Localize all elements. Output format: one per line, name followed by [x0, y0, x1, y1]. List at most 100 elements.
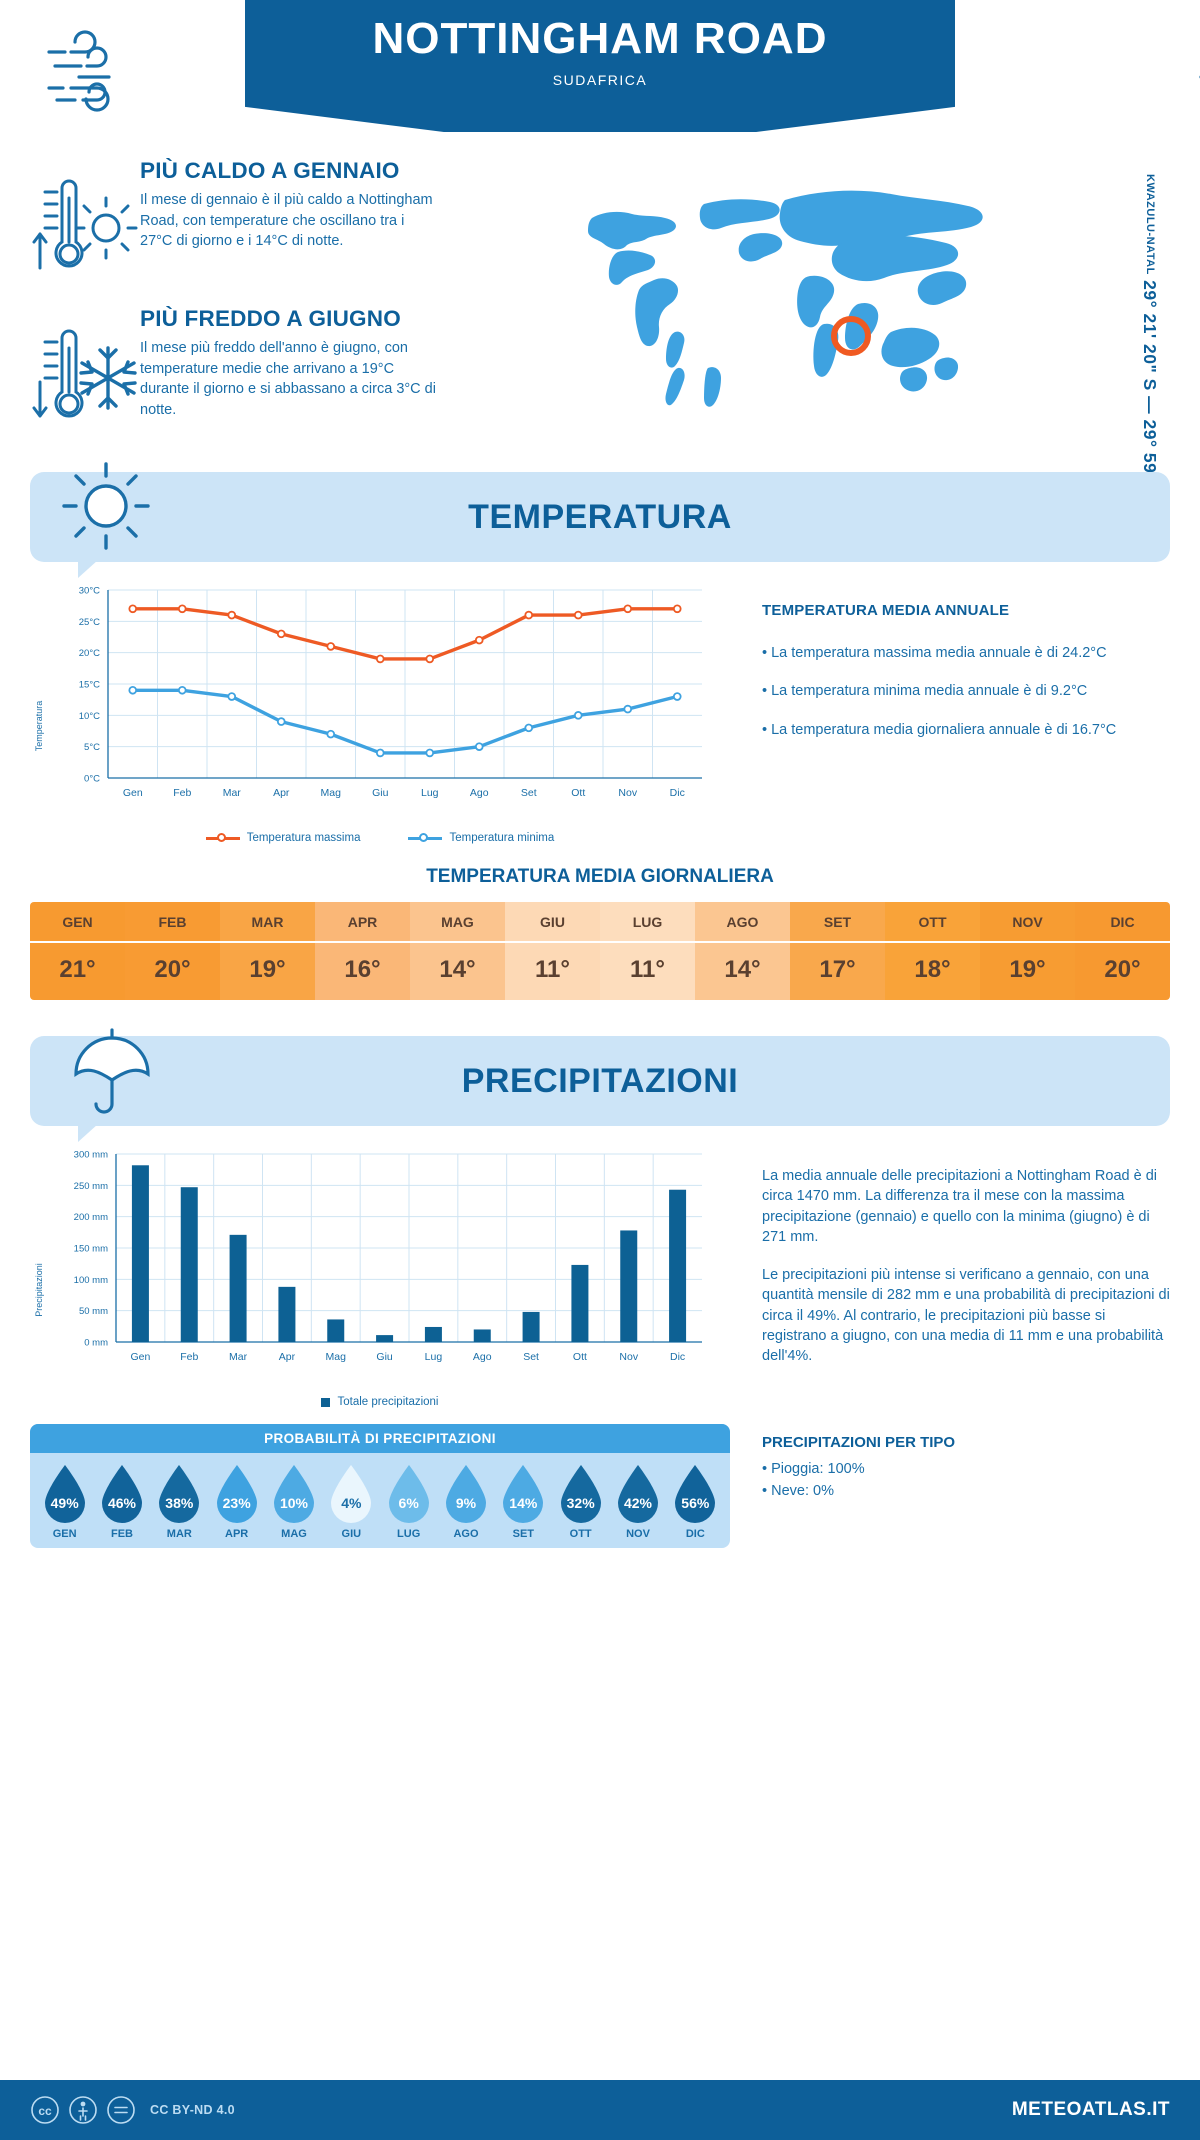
svg-text:150 mm: 150 mm: [74, 1244, 108, 1255]
precipitation-type-summary: PRECIPITAZIONI PER TIPO • Pioggia: 100% …: [730, 1408, 1170, 1548]
legend-swatch: [321, 1397, 331, 1407]
table-header-cell: LUG: [600, 902, 695, 943]
highlight-body: Il mese di gennaio è il più caldo a Nott…: [140, 192, 433, 250]
probability-value: 49%: [50, 1495, 79, 1511]
svg-text:30°C: 30°C: [79, 586, 100, 597]
world-map: [558, 172, 988, 422]
svg-text:5°C: 5°C: [84, 742, 100, 753]
table-header-cell: DIC: [1075, 902, 1170, 943]
svg-text:Ago: Ago: [473, 1351, 492, 1363]
svg-text:20°C: 20°C: [79, 648, 100, 659]
precipitation-probability-panel: PROBABILITÀ DI PRECIPITAZIONI 49% GEN 46% F…: [30, 1424, 730, 1548]
table-header-cell: OTT: [885, 902, 980, 943]
table-value-cell: 14°: [410, 943, 505, 1000]
precipitation-bottom-row: PROBABILITÀ DI PRECIPITAZIONI 49% GEN 46% F…: [0, 1408, 1200, 1548]
daily-temperature-title: TEMPERATURA MEDIA GIORNALIERA: [426, 866, 774, 887]
probability-panel-title: PROBABILITÀ DI PRECIPITAZIONI: [30, 1424, 730, 1453]
probability-cell: 23% APR: [208, 1463, 265, 1540]
svg-text:Lug: Lug: [421, 787, 439, 799]
svg-text:Precipitazioni: Precipitazioni: [34, 1263, 44, 1317]
precip-type-bullet: • Pioggia: 100%: [762, 1461, 865, 1477]
coordinates-value: 29° 21' 20" S — 29° 59' 44" E: [1140, 280, 1160, 531]
svg-text:Set: Set: [523, 1351, 539, 1363]
svg-text:15°C: 15°C: [79, 680, 100, 691]
svg-text:Mag: Mag: [326, 1351, 347, 1363]
probability-cell: 9% AGO: [437, 1463, 494, 1540]
svg-text:Apr: Apr: [279, 1351, 296, 1363]
summary-title: TEMPERATURA MEDIA ANNUALE: [762, 602, 1010, 619]
table-header-cell: SET: [790, 902, 885, 943]
probability-value: 32%: [566, 1495, 595, 1511]
table-value-cell: 11°: [505, 943, 600, 1000]
svg-text:Nov: Nov: [619, 1351, 638, 1363]
probability-value: 6%: [398, 1495, 419, 1511]
legend-label: Temperatura minima: [449, 832, 555, 844]
svg-text:100 mm: 100 mm: [74, 1275, 108, 1286]
summary-bullet: • La temperatura massima media annuale è…: [762, 645, 1107, 661]
probability-cell: 32% OTT: [552, 1463, 609, 1540]
table-value-cell: 20°: [1075, 943, 1170, 1000]
svg-text:25°C: 25°C: [79, 617, 100, 628]
legend-swatch: [408, 833, 443, 842]
map-column: KWAZULU-NATAL 29° 21' 20" S — 29° 59' 44…: [530, 154, 1170, 530]
license-label: CC BY-ND 4.0: [150, 2103, 235, 2117]
svg-text:Apr: Apr: [273, 787, 290, 799]
table-header-cell: FEB: [125, 902, 220, 943]
svg-text:50 mm: 50 mm: [79, 1306, 108, 1317]
highlight-coldest: PIÙ FREDDO A GIUGNO Il mese più freddo d…: [30, 302, 530, 432]
probability-value: 10%: [279, 1495, 308, 1511]
probability-month-label: AGO: [453, 1528, 479, 1540]
table-value-cell: 16°: [315, 943, 410, 1000]
temperature-chart-row: Temperatura 0°C 5°C 10°C 15°C 20°C 25°C 30°C G…: [0, 562, 1200, 845]
water-drop-icon: 46%: [97, 1463, 147, 1525]
thermometer-sun-icon: [30, 154, 140, 280]
probability-month-label: NOV: [626, 1528, 650, 1540]
table-value-cell: 14°: [695, 943, 790, 1000]
svg-text:Feb: Feb: [173, 787, 191, 799]
probability-month-label: FEB: [110, 1528, 133, 1540]
cc-icon: cc: [30, 2095, 60, 2125]
precip-type-bullet: • Neve: 0%: [762, 1482, 834, 1499]
table-value-cell: 19°: [980, 943, 1075, 1000]
precipitation-legend: Totale precipitazioni: [30, 1396, 730, 1408]
probability-month-label: GEN: [52, 1528, 77, 1540]
probability-cell: 10% MAG: [265, 1463, 322, 1540]
temperature-legend: Temperatura massima Temperatura minima: [30, 832, 730, 844]
temperature-line-chart: Temperatura 0°C 5°C 10°C 15°C 20°C 25°C 30°C G…: [34, 586, 702, 799]
highlight-text-block: PIÙ FREDDO A GIUGNO Il mese più freddo d…: [140, 302, 440, 420]
water-drop-icon: 6%: [384, 1463, 434, 1525]
probability-month-label: GIU: [341, 1528, 362, 1540]
sun-icon: [60, 458, 152, 550]
section-title: PRECIPITAZIONI: [461, 1061, 739, 1100]
probability-value: 4%: [341, 1495, 362, 1511]
svg-text:cc: cc: [38, 2104, 52, 2118]
temperature-summary: TEMPERATURA MEDIA ANNUALE • La temperatu…: [730, 576, 1170, 844]
svg-text:Mag: Mag: [321, 787, 342, 799]
table-value-cell: 18°: [885, 943, 980, 1000]
svg-text:Set: Set: [521, 787, 537, 799]
precipitation-chart: Precipitazioni 0 mm 50 mm 100 mm 150 mm 200 …: [30, 1140, 730, 1408]
svg-text:0°C: 0°C: [84, 774, 100, 785]
wind-icon: [1055, 18, 1200, 128]
probability-cell: 6% LUG: [380, 1463, 437, 1540]
highlight-title: PIÙ CALDO A GENNAIO: [140, 158, 400, 183]
svg-text:200 mm: 200 mm: [74, 1212, 108, 1223]
water-drop-icon: 49%: [40, 1463, 90, 1525]
highlights-column: PIÙ CALDO A GENNAIO Il mese di gennaio è…: [30, 154, 530, 454]
probability-cell: 38% MAR: [151, 1463, 208, 1540]
probability-value: 38%: [165, 1495, 194, 1511]
summary-bullet: • La temperatura minima media annuale è …: [762, 683, 1088, 700]
water-drop-icon: 23%: [212, 1463, 262, 1525]
svg-text:Gen: Gen: [130, 1351, 150, 1363]
svg-text:10°C: 10°C: [79, 711, 100, 722]
probability-month-label: SET: [512, 1528, 535, 1540]
highlight-text-block: PIÙ CALDO A GENNAIO Il mese di gennaio è…: [140, 154, 440, 252]
water-drop-icon: 4%: [326, 1463, 376, 1525]
water-drop-icon: 32%: [556, 1463, 606, 1525]
by-person-icon: [68, 2095, 98, 2125]
water-drop-icon: 38%: [154, 1463, 204, 1525]
svg-text:Dic: Dic: [670, 1351, 685, 1363]
svg-text:Gen: Gen: [123, 787, 143, 799]
table-value-cell: 20°: [125, 943, 220, 1000]
svg-text:Ago: Ago: [470, 787, 489, 799]
